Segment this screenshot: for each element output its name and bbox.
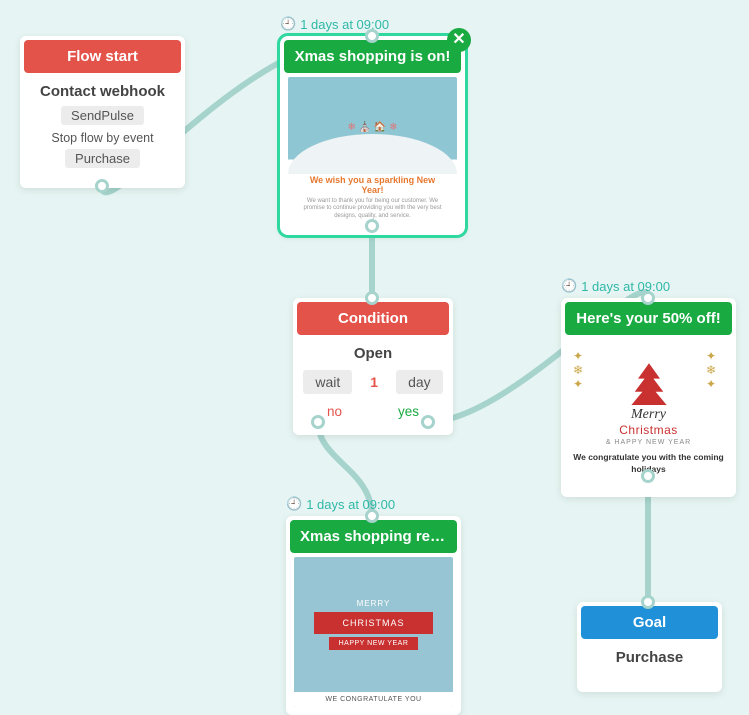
- port-goal-top[interactable]: [641, 595, 655, 609]
- port-email3-top[interactable]: [365, 509, 379, 523]
- clock-icon: 🕘: [286, 496, 302, 512]
- header-email2: Here's your 50% off!: [565, 302, 732, 335]
- timestamp-email2: 🕘 1 days at 09:00: [561, 278, 670, 294]
- email3-thumbnail: MERRY CHRISTMAS HAPPY NEW YEAR WE CONGRA…: [294, 557, 453, 707]
- port-start-bottom[interactable]: [95, 179, 109, 193]
- condition-wait-row: wait 1 day: [305, 370, 441, 394]
- port-email2-bottom[interactable]: [641, 469, 655, 483]
- start-title: Contact webhook: [32, 83, 173, 100]
- header-goal: Goal: [581, 606, 718, 639]
- condition-yes-label: yes: [398, 404, 419, 419]
- port-email2-top[interactable]: [641, 291, 655, 305]
- header-flow-start: Flow start: [24, 40, 181, 73]
- node-flow-start[interactable]: Flow start Contact webhook SendPulse Sto…: [20, 36, 185, 188]
- header-email1: Xmas shopping is on!: [284, 40, 461, 73]
- close-icon[interactable]: ✕: [447, 28, 471, 52]
- port-email1-bottom[interactable]: [365, 219, 379, 233]
- clock-icon: 🕘: [561, 278, 577, 294]
- node-email-50off[interactable]: Here's your 50% off! ✦❄✦ ✦❄✦ Merry Chris…: [561, 298, 736, 497]
- condition-no-label: no: [327, 404, 342, 419]
- clock-icon: 🕘: [280, 16, 296, 32]
- timestamp-email3: 🕘 1 days at 09:00: [286, 496, 395, 512]
- goal-title: Purchase: [589, 649, 710, 666]
- condition-title: Open: [305, 345, 441, 362]
- header-email3: Xmas shopping remi...: [290, 520, 457, 553]
- node-email-reminder[interactable]: Xmas shopping remi... MERRY CHRISTMAS HA…: [286, 516, 461, 715]
- port-condition-no[interactable]: [311, 415, 325, 429]
- node-goal[interactable]: Goal Purchase: [577, 602, 722, 692]
- port-condition-top[interactable]: [365, 291, 379, 305]
- start-subtitle: Stop flow by event: [32, 131, 173, 145]
- header-condition: Condition: [297, 302, 449, 335]
- start-tag-sendpulse: SendPulse: [61, 106, 144, 125]
- start-tag-purchase: Purchase: [65, 149, 140, 168]
- email1-thumbnail: ❄ ⛪ 🏠 ❄ We wish you a sparkling New Year…: [288, 77, 457, 227]
- node-email-xmas-on[interactable]: Xmas shopping is on! ❄ ⛪ 🏠 ❄ We wish you…: [280, 36, 465, 235]
- email2-thumbnail: ✦❄✦ ✦❄✦ Merry Christmas & HAPPY NEW YEAR…: [569, 339, 728, 489]
- port-condition-yes[interactable]: [421, 415, 435, 429]
- port-email1-top[interactable]: [365, 29, 379, 43]
